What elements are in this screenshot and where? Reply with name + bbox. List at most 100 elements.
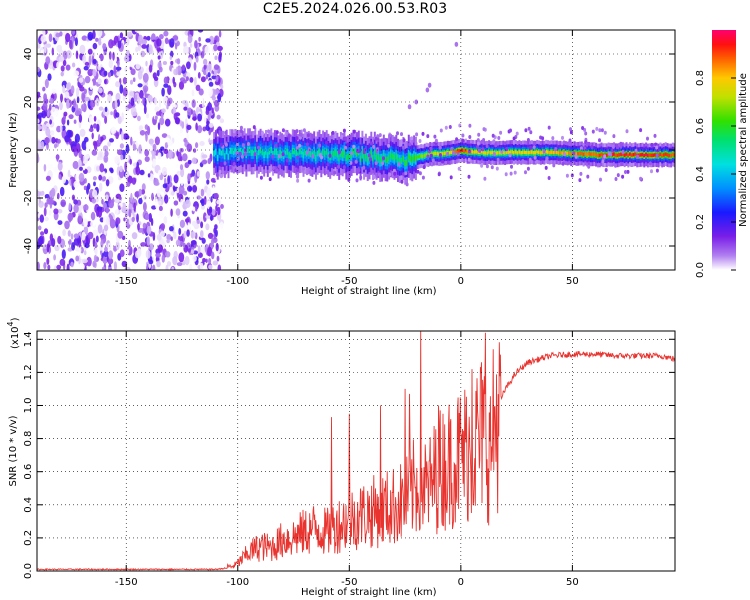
noise-speckle	[103, 154, 109, 163]
noise-speckle	[37, 97, 43, 106]
noise-speckle	[134, 94, 138, 103]
faint-speckle	[611, 144, 615, 149]
noise-speckle	[90, 211, 96, 221]
faint-speckle	[598, 128, 602, 133]
noise-speckle	[192, 185, 198, 193]
noise-speckle	[186, 229, 190, 237]
noise-speckle	[86, 256, 92, 267]
noise-speckle	[100, 239, 104, 248]
band-strip	[654, 153, 656, 157]
noise-speckle	[205, 171, 210, 180]
noise-speckle	[203, 64, 207, 70]
faint-speckle	[404, 171, 408, 176]
noise-speckle	[216, 255, 220, 262]
noise-speckle	[198, 187, 201, 198]
band-strip	[397, 157, 399, 164]
noise-speckle	[180, 132, 184, 139]
noise-speckle	[184, 218, 190, 223]
faint-speckle	[601, 159, 605, 164]
noise-speckle	[208, 139, 215, 144]
y-tick-label: -40	[23, 238, 34, 254]
band-strip	[602, 153, 605, 157]
band-strip	[568, 151, 571, 155]
noise-speckle	[200, 188, 205, 197]
stray-point	[427, 82, 432, 88]
noise-speckle	[164, 142, 169, 149]
noise-speckle	[195, 84, 201, 92]
faint-speckle	[275, 168, 279, 173]
noise-speckle	[104, 79, 107, 85]
noise-speckle	[197, 72, 201, 79]
noise-speckle	[72, 160, 79, 170]
band-strip	[586, 152, 589, 157]
noise-speckle	[105, 179, 110, 187]
noise-speckle	[198, 36, 201, 42]
noise-speckle	[186, 124, 192, 130]
faint-speckle	[271, 166, 275, 170]
noise-speckle	[87, 99, 92, 109]
noise-speckle	[57, 220, 63, 226]
band-strip	[316, 150, 319, 157]
noise-speckle	[166, 238, 170, 244]
noise-speckle	[170, 60, 174, 66]
band-strip	[652, 153, 655, 157]
band-strip	[286, 148, 289, 155]
noise-speckle	[98, 174, 103, 181]
noise-speckle	[101, 266, 106, 270]
noise-speckle	[173, 174, 179, 184]
noise-speckle	[62, 84, 66, 94]
noise-speckle	[133, 202, 136, 212]
noise-speckle	[106, 216, 110, 226]
faint-speckle	[477, 132, 481, 137]
noise-speckle	[122, 87, 128, 97]
band-strip	[422, 154, 424, 158]
noise-speckle	[64, 220, 70, 230]
faint-speckle	[274, 143, 278, 148]
faint-speckle	[456, 152, 460, 157]
noise-speckle	[172, 256, 178, 266]
noise-speckle	[71, 176, 74, 187]
faint-speckle	[236, 166, 239, 171]
noise-speckle	[146, 113, 150, 119]
y-tick-label: 0.0	[23, 563, 34, 579]
x-tick-label: 0	[458, 577, 464, 588]
noise-speckle	[148, 138, 154, 145]
noise-speckle	[101, 198, 104, 205]
band-strip	[413, 153, 416, 161]
noise-speckle	[78, 172, 85, 182]
noise-speckle	[98, 106, 104, 111]
faint-speckle	[476, 145, 480, 150]
faint-speckle	[521, 159, 525, 164]
band-strip	[495, 151, 498, 155]
noise-speckle	[125, 152, 129, 162]
noise-speckle	[215, 242, 219, 252]
noise-speckle	[108, 39, 114, 49]
noise-speckle	[83, 65, 89, 71]
noise-speckle	[148, 243, 154, 251]
noise-speckle	[61, 249, 66, 260]
noise-speckle	[191, 206, 196, 212]
noise-speckle	[155, 111, 161, 116]
faint-speckle	[504, 147, 508, 152]
noise-speckle	[114, 99, 118, 109]
noise-speckle	[159, 34, 164, 40]
band-strip	[354, 148, 357, 155]
noise-speckle	[60, 199, 66, 208]
faint-speckle	[482, 138, 486, 142]
band-strip	[404, 160, 407, 167]
noise-speckle	[144, 156, 150, 163]
band-strip	[416, 155, 419, 159]
noise-speckle	[187, 159, 192, 165]
faint-speckle	[449, 175, 453, 180]
faint-speckle	[362, 165, 366, 170]
noise-speckle	[165, 264, 169, 270]
noise-speckle	[79, 166, 83, 171]
noise-speckle	[200, 204, 206, 210]
faint-speckle	[372, 180, 376, 185]
band-strip	[518, 150, 521, 154]
faint-speckle	[388, 172, 392, 177]
band-strip	[225, 148, 228, 155]
noise-speckle	[92, 42, 98, 50]
noise-speckle	[122, 95, 126, 101]
noise-speckle	[145, 249, 151, 259]
